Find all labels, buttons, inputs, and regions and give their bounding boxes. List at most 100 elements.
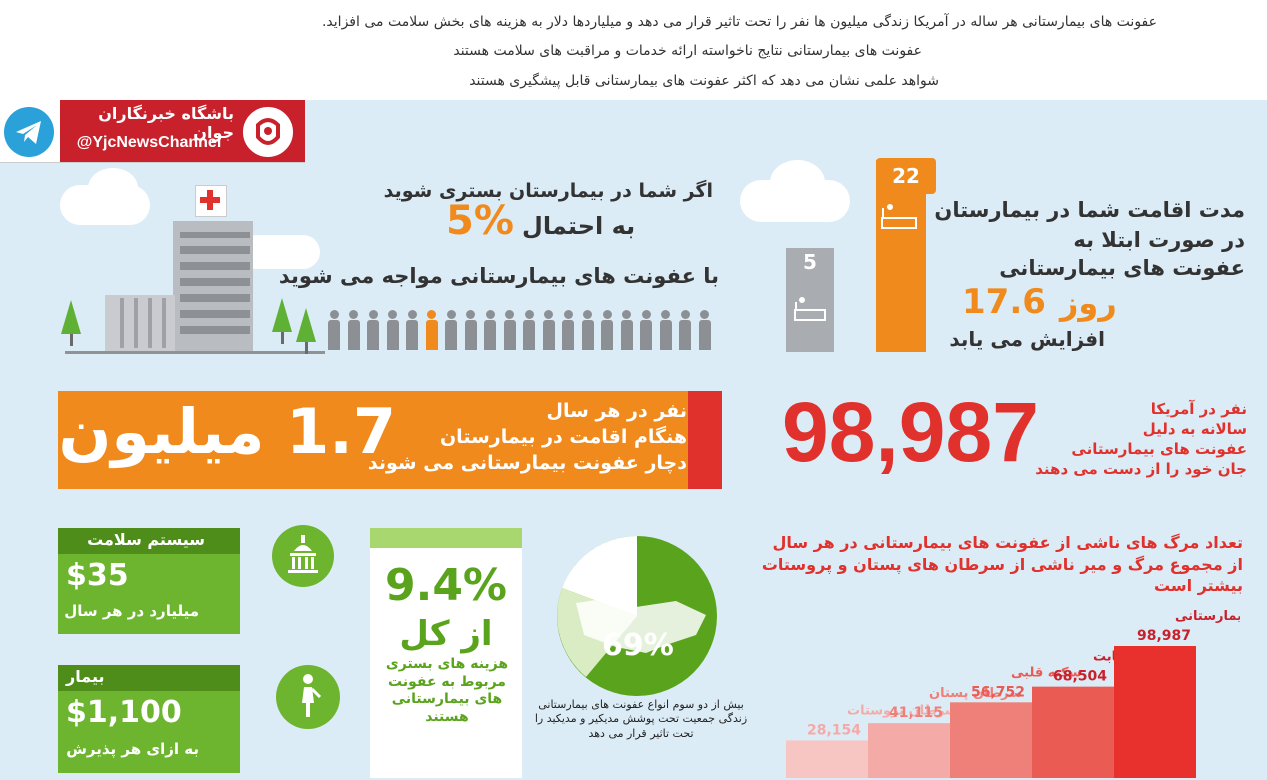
person-icon [386,310,399,350]
telegram-icon [4,107,54,157]
cost-system-title: سیستم سلامت [87,530,205,549]
million-big-number: 1.7 میلیون [58,395,396,468]
pie-chart [556,535,718,697]
million-banner-accent [688,391,722,489]
person-icon [659,310,672,350]
stay-increase-unit: روز [1060,284,1117,322]
person-icon [523,310,535,350]
bar-category-label: عفونت بیمارستانی [1175,609,1240,624]
deaths-big-number: 98,987 [782,385,1039,479]
percent-card-value: 9.4% [384,560,508,611]
tree-icon [272,298,292,332]
tree-icon [296,308,316,342]
person-icon-highlighted [425,310,438,350]
million-line-1: نفر در هر سال [546,400,687,422]
intro-line-2: عفونت های بیمارستانی نتایج ناخواسته ارائ… [453,43,922,59]
percent-card [370,528,522,778]
chart-heading-line-2: از مجموع مرگ و میر ناشی از سرطان های پست… [761,555,1243,574]
infected-stay-days: 22 [892,164,920,188]
deaths-line-3: عفونت های بیمارستانی [1071,440,1247,458]
stay-line-1: مدت اقامت شما در بیمارستان [934,198,1245,222]
chance-percent: 5% [446,198,514,244]
pie-value: 69% [602,628,674,663]
walking-person-icon [276,665,340,729]
cost-patient-sub: به ازای هر پذیرش [66,740,199,758]
person-icon [445,310,457,350]
person-icon [698,310,711,350]
tree-trunk [70,334,73,346]
bar-4 [1114,646,1196,778]
person-icon [542,310,555,350]
person-icon [464,310,477,350]
usa-map-icon [576,597,706,653]
percent-card-of-total: از کل [399,614,493,654]
yjc-logo-icon [240,104,296,160]
normal-stay-badge [788,250,832,280]
cost-system-value: $35 [66,558,129,593]
bar-category-label: سکته قلبی [1011,665,1081,680]
hospital-windows [180,232,250,342]
person-icon [347,310,360,350]
stay-line-3: عفونت های بیمارستانی [999,256,1245,280]
person-icon [679,310,691,350]
million-line-3: دچار عفونت بیمارستانی می شوند [367,452,687,474]
million-banner [58,391,698,489]
person-icon [620,310,633,350]
bar-value-label: 56,752 [971,684,1025,700]
person-icon [562,310,574,350]
normal-stay-days: 5 [803,250,817,274]
cost-system-sub: میلیارد در هر سال [64,602,199,620]
pie-caption: بیش از دو سوم انواع عفونت های بیمارستانی… [534,698,748,740]
percent-card-desc: هزینه های بستری مربوط به عفونت های بیمار… [385,656,509,725]
cloud-decoration [770,160,825,205]
bar-category-label: سرطان پستان [929,686,1022,701]
person-icon [328,310,340,350]
stay-increase-value: 17.6 [962,282,1046,322]
bar-value-label: 28,154 [807,722,861,738]
bar-3 [1032,686,1114,778]
cost-system-header [58,528,240,554]
hospital-windows [110,298,172,348]
deaths-line-2: سالانه به دلیل [1142,420,1247,438]
person-icon [640,310,652,350]
bar-value-label: 98,987 [1137,628,1191,644]
chance-line-3: با عفونت های بیمارستانی مواجه می شوید [278,264,719,288]
bed-icon [793,292,827,326]
cloud-decoration [240,235,320,269]
bar-value-label: 41,115 [889,705,943,721]
capitol-building-icon [272,525,334,587]
person-icon [601,310,613,350]
tree-icon [61,300,81,334]
deaths-line-1: نفر در آمریکا [1150,400,1247,418]
infected-stay-badge [876,158,936,194]
bar-value-label: 68,504 [1053,669,1107,685]
deaths-line-4: جان خود را از دست می دهند [1035,460,1247,478]
person-icon [367,310,379,350]
bed-icon [879,198,919,234]
people-row [328,310,718,352]
person-icon [581,310,594,350]
cost-patient-value: $1,100 [66,695,182,730]
cloud-decoration [88,168,138,208]
million-line-2: هنگام اقامت در بیمارستان [439,426,687,448]
header-band [0,0,1267,100]
person-icon [406,310,418,350]
cost-patient-title: بیمار [66,667,105,686]
bar-2 [950,702,1032,778]
tree-trunk [305,342,308,354]
chart-heading-line-3: بیشتر است [1153,576,1243,595]
bar-0 [786,740,868,778]
chance-line-1: اگر شما در بیمارستان بستری شوید [383,180,713,202]
brand-name: باشگاه خبرنگاران جوان [98,104,234,142]
stay-line-2: در صورت ابتلا به [1073,228,1245,252]
pie-slice-other [562,536,637,616]
percent-card-header [370,528,522,548]
intro-line-1: عفونت های بیمارستانی هر ساله در آمریکا ز… [321,14,1157,30]
person-icon [503,310,516,350]
stay-line-4: افزایش می یابد [949,327,1105,351]
chance-line-2: به احتمال [522,212,636,240]
person-icon [484,310,496,350]
bar-category-label: سرطان پروستات [847,703,958,718]
brand-handle: @YjcNewsChannel [76,134,222,151]
